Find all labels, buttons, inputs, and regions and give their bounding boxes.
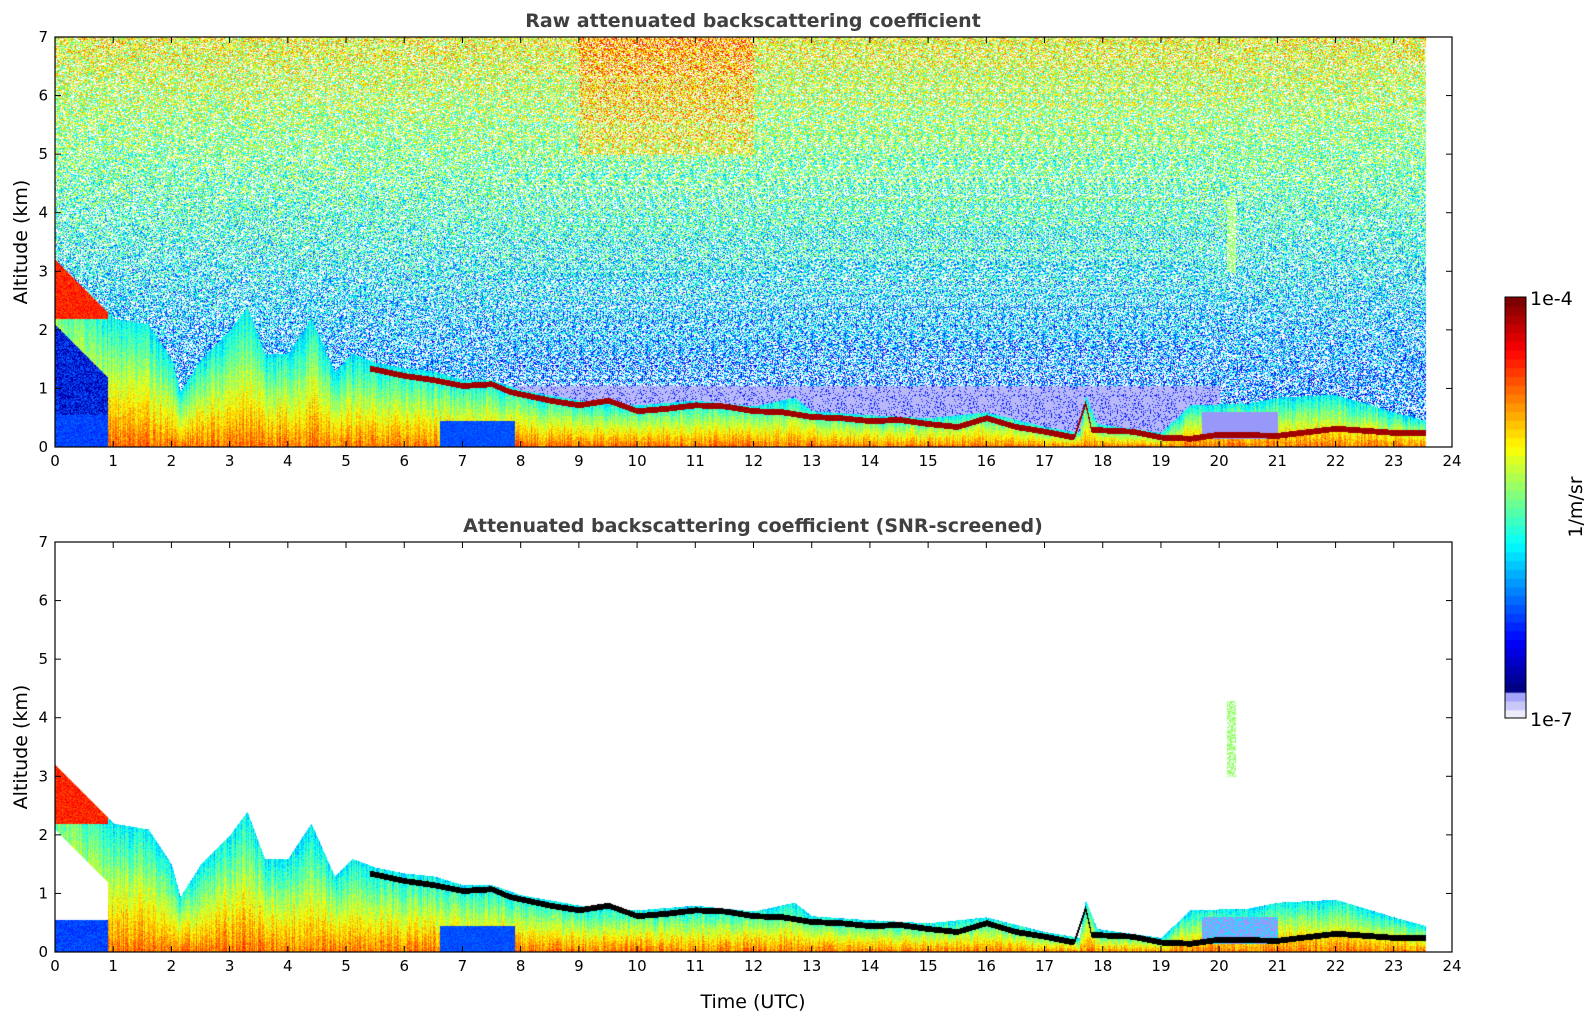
x-tick-label: 16	[977, 957, 996, 975]
top-chart-title: Raw attenuated backscattering coefficien…	[525, 10, 981, 32]
x-tick-label: 9	[574, 957, 584, 975]
colorbar-frame	[1504, 296, 1527, 719]
x-tick-label: 12	[744, 452, 763, 470]
x-tick-label: 24	[1442, 452, 1461, 470]
x-tick-label: 13	[802, 452, 821, 470]
x-tick-label: 4	[283, 452, 293, 470]
bottom-y-axis-label: Altitude (km)	[10, 685, 32, 810]
x-tick-label: 1	[108, 452, 118, 470]
colorbar-max-label: 1e-4	[1530, 288, 1573, 310]
x-tick-label: 1	[108, 957, 118, 975]
x-tick-label: 24	[1442, 957, 1461, 975]
y-tick-label: 4	[38, 709, 48, 727]
x-tick-label: 6	[399, 957, 409, 975]
x-tick-label: 20	[1210, 957, 1229, 975]
y-tick-label: 4	[38, 204, 48, 222]
x-tick-label: 20	[1210, 452, 1229, 470]
x-tick-label: 12	[744, 957, 763, 975]
x-tick-label: 13	[802, 957, 821, 975]
x-tick-label: 7	[458, 957, 468, 975]
x-tick-label: 14	[860, 452, 879, 470]
x-tick-label: 21	[1268, 957, 1287, 975]
x-tick-label: 18	[1093, 957, 1112, 975]
x-tick-label: 18	[1093, 452, 1112, 470]
colorbar-unit-label: 1/m/sr	[1565, 476, 1587, 537]
y-tick-label: 3	[38, 767, 48, 785]
y-tick-label: 1	[38, 379, 48, 397]
x-tick-label: 10	[628, 452, 647, 470]
y-tick-label: 6	[38, 87, 48, 105]
y-tick-label: 0	[38, 438, 48, 456]
y-tick-label: 5	[38, 650, 48, 668]
x-tick-label: 3	[225, 452, 235, 470]
screened-backscatter-heatmap	[55, 542, 1452, 952]
x-tick-label: 5	[341, 452, 351, 470]
bottom-chart-title: Attenuated backscattering coefficient (S…	[463, 515, 1043, 537]
x-tick-label: 15	[919, 957, 938, 975]
y-tick-label: 7	[38, 533, 48, 551]
y-tick-label: 2	[38, 321, 48, 339]
x-tick-label: 19	[1151, 957, 1170, 975]
x-tick-label: 19	[1151, 452, 1170, 470]
x-tick-label: 14	[860, 957, 879, 975]
x-tick-label: 8	[516, 957, 526, 975]
x-axis-label: Time (UTC)	[699, 991, 805, 1013]
x-tick-label: 11	[686, 957, 705, 975]
x-tick-label: 16	[977, 452, 996, 470]
plot-frame	[54, 541, 1453, 953]
x-tick-label: 17	[1035, 452, 1054, 470]
x-tick-label: 3	[225, 957, 235, 975]
x-tick-label: 7	[458, 452, 468, 470]
x-tick-label: 21	[1268, 452, 1287, 470]
y-tick-label: 6	[38, 592, 48, 610]
y-tick-label: 2	[38, 826, 48, 844]
x-tick-label: 0	[50, 452, 60, 470]
x-tick-label: 9	[574, 452, 584, 470]
x-tick-label: 22	[1326, 452, 1345, 470]
plot-frame	[54, 36, 1453, 448]
x-tick-label: 5	[341, 957, 351, 975]
y-tick-label: 0	[38, 943, 48, 961]
x-tick-label: 22	[1326, 957, 1345, 975]
colorbar-gradient	[1505, 297, 1526, 718]
colorbar-min-label: 1e-7	[1530, 709, 1573, 731]
x-tick-label: 17	[1035, 957, 1054, 975]
y-tick-label: 5	[38, 145, 48, 163]
x-tick-label: 6	[399, 452, 409, 470]
x-tick-label: 23	[1384, 957, 1403, 975]
x-tick-label: 11	[686, 452, 705, 470]
x-tick-label: 15	[919, 452, 938, 470]
x-tick-label: 2	[167, 452, 177, 470]
top-y-axis-label: Altitude (km)	[10, 180, 32, 305]
raw-backscatter-heatmap	[55, 37, 1452, 447]
y-tick-label: 1	[38, 884, 48, 902]
x-tick-label: 0	[50, 957, 60, 975]
x-tick-label: 4	[283, 957, 293, 975]
y-tick-label: 3	[38, 262, 48, 280]
x-tick-label: 2	[167, 957, 177, 975]
x-tick-label: 23	[1384, 452, 1403, 470]
x-tick-label: 8	[516, 452, 526, 470]
x-tick-label: 10	[628, 957, 647, 975]
y-tick-label: 7	[38, 28, 48, 46]
